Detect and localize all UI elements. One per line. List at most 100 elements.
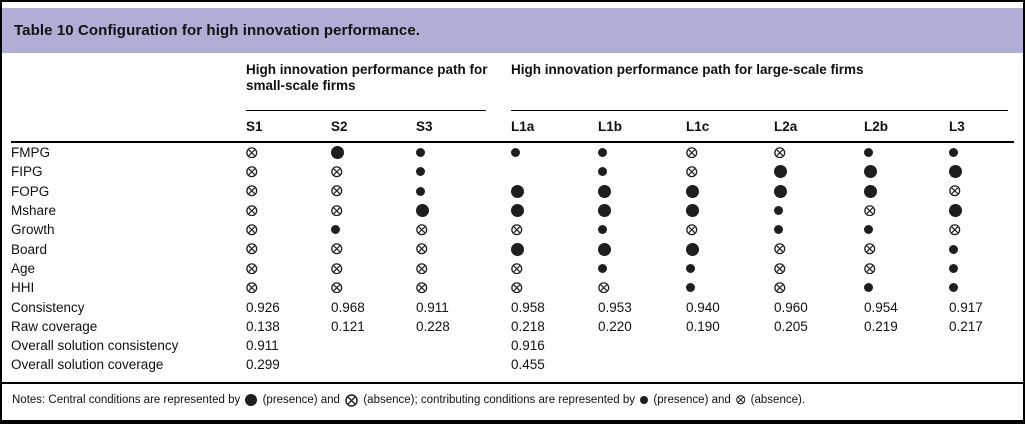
table-row-overall-solution-consistency: Overall solution consistency 0.911 0.916 [11, 336, 1014, 355]
group-header-large-scale-rule [511, 110, 1008, 111]
table-cell-overall-solution-consistency-S1: 0.911 [246, 338, 279, 354]
table-row-raw-coverage: Raw coverage 0.138 0.121 0.228 0.218 0.220 0.1… [11, 317, 1014, 336]
table-cell-mshare-L1c [686, 204, 774, 218]
central-presence-icon [949, 165, 962, 179]
table-cell-fipg-L2b [864, 165, 949, 179]
table-cell-board-L2a [774, 243, 864, 255]
table-cell-fopg-S3 [416, 186, 511, 196]
contributing-presence-icon [949, 283, 1014, 293]
table-cell-mshare-L1a [511, 204, 598, 218]
contributing-absence-icon [598, 282, 686, 294]
table-cell-raw-coverage-S1: 0.138 [246, 318, 280, 334]
table-cell-board-S1 [246, 243, 331, 255]
central-presence-icon [416, 204, 429, 218]
table-cell-fmpg-L3 [949, 148, 1014, 158]
table-cell-hhi-S3 [416, 282, 511, 294]
central-presence-icon [331, 146, 344, 160]
contributing-absence-icon [864, 262, 949, 275]
column-header-L2b: L2b [864, 118, 889, 134]
contributing-presence-icon [686, 283, 774, 293]
table-cell-board-L3 [949, 244, 1014, 254]
contributing-absence-icon [246, 282, 331, 294]
table-cell-raw-coverage-L2b: 0.219 [864, 318, 898, 334]
table-cell-fopg-S2 [331, 185, 416, 197]
contributing-presence-icon [416, 148, 511, 158]
central-presence-icon [511, 204, 524, 218]
central-presence-icon [598, 204, 686, 218]
group-header-large-scale: High innovation performance path for lar… [511, 62, 1013, 111]
table-row-mshare: Mshare [11, 201, 1014, 220]
contributing-absence-icon [511, 262, 598, 275]
table-cell-consistency-L1a: 0.958 [511, 299, 545, 315]
table-title: Table 10 Configuration for high innovati… [14, 22, 421, 39]
column-header-S2: S2 [331, 118, 348, 134]
row-label: FMPG [11, 145, 50, 161]
contributing-presence-icon [638, 396, 650, 405]
contributing-absence-icon [949, 185, 1014, 197]
central-presence-icon [245, 394, 258, 407]
table-row-hhi: HHI [11, 278, 1014, 297]
contributing-absence-icon [246, 185, 331, 197]
table-cell-hhi-L1b [598, 282, 686, 294]
central-presence-icon [949, 165, 1014, 179]
contributing-absence-icon [246, 166, 331, 178]
contributing-absence-icon [331, 243, 416, 255]
contributing-absence-icon [864, 204, 949, 217]
table-cell-consistency-L1b: 0.953 [598, 299, 632, 315]
table-cell-mshare-L2a [774, 206, 864, 216]
table-cell-overall-solution-consistency-L1a: 0.916 [511, 338, 545, 354]
table-cell-fopg-L2a [774, 184, 864, 198]
table-cell-overall-solution-coverage-L1a: 0.455 [511, 357, 545, 373]
table-cell-age-L2b [864, 262, 949, 275]
contributing-presence-icon [598, 167, 686, 177]
row-label: Mshare [11, 203, 57, 219]
table-body: FMPG FIPG FOPG Mshare Growth Board Age HHI Consi… [11, 143, 1014, 375]
contributing-absence-icon [246, 147, 331, 159]
central-presence-icon [598, 184, 611, 198]
table-cell-fipg-S2 [331, 166, 416, 178]
contributing-absence-icon [331, 204, 416, 217]
contributing-presence-icon [864, 148, 873, 158]
central-presence-icon [511, 184, 598, 198]
table-cell-raw-coverage-S2: 0.121 [331, 318, 365, 334]
contributing-absence-icon [331, 282, 416, 294]
contributing-presence-icon [598, 263, 607, 273]
table-row-fipg: FIPG [11, 162, 1014, 181]
central-presence-icon [864, 165, 877, 179]
contributing-presence-icon [686, 283, 695, 293]
contributing-presence-icon [864, 283, 949, 293]
table-cell-growth-S3 [416, 224, 511, 236]
central-presence-icon [243, 394, 259, 407]
notes-divider [2, 381, 1023, 384]
table-cell-fmpg-L1b [598, 148, 686, 158]
table-cell-board-S3 [416, 243, 511, 255]
contributing-presence-icon [416, 186, 425, 196]
contributing-presence-icon [511, 148, 520, 158]
table-notes: Notes: Central conditions are represente… [2, 384, 1023, 407]
contributing-absence-icon [511, 224, 598, 236]
contributing-presence-icon [949, 244, 1014, 254]
table-cell-age-S1 [246, 262, 331, 275]
central-presence-icon [686, 242, 699, 256]
table-cell-raw-coverage-S3: 0.228 [416, 318, 450, 334]
table-cell-hhi-L1a [511, 282, 598, 294]
contributing-absence-icon [246, 224, 331, 236]
table-cell-fipg-L1b [598, 167, 686, 177]
contributing-presence-icon [949, 283, 958, 293]
contributing-presence-icon [774, 225, 783, 235]
row-label: Raw coverage [11, 318, 98, 334]
group-header-small-scale-rule [246, 110, 486, 111]
contributing-absence-icon [734, 395, 748, 405]
column-header-L1b: L1b [598, 118, 623, 134]
central-presence-icon [511, 242, 524, 256]
table-cell-growth-L1c [686, 224, 774, 236]
table-cell-consistency-L3: 0.917 [949, 299, 983, 315]
contributing-presence-icon [416, 186, 511, 196]
contributing-presence-icon [598, 263, 686, 273]
table-cell-consistency-S2: 0.968 [331, 299, 365, 315]
table-cell-growth-L3 [949, 224, 1014, 236]
column-header-S3: S3 [416, 118, 433, 134]
table-title-band: Table 10 Configuration for high innovati… [2, 8, 1023, 53]
table-cell-hhi-L2a [774, 282, 864, 294]
